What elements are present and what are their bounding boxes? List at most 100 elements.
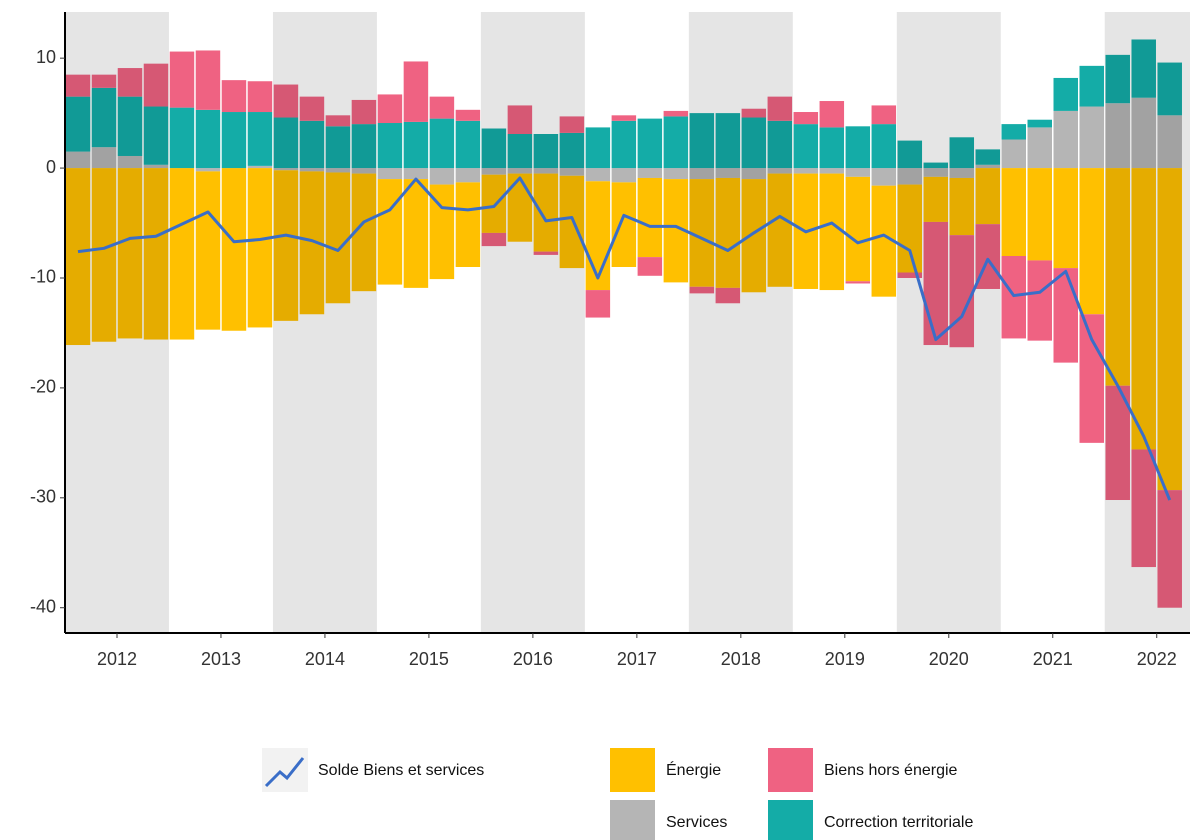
- bar: [143, 168, 169, 340]
- bar: [247, 168, 273, 328]
- bar: [143, 106, 169, 165]
- bar: [1105, 168, 1130, 386]
- year-band: [480, 12, 585, 633]
- legend-swatch: [610, 800, 655, 840]
- bar: [507, 134, 533, 169]
- bar: [611, 115, 637, 121]
- bar: [507, 105, 533, 135]
- bar: [195, 109, 221, 169]
- bar: [689, 179, 715, 287]
- x-tick-label: 2013: [201, 649, 241, 669]
- y-tick-label: -40: [30, 596, 56, 616]
- bar: [481, 232, 507, 247]
- bar: [975, 168, 1001, 225]
- bar: [767, 168, 793, 174]
- bar: [897, 168, 923, 185]
- x-tick-label: 2012: [97, 649, 137, 669]
- bar: [429, 168, 455, 185]
- bar: [1131, 97, 1156, 169]
- bar: [1157, 168, 1182, 491]
- bar: [845, 176, 871, 282]
- legend-label: Énergie: [666, 760, 721, 779]
- bar: [481, 168, 507, 175]
- bar: [1053, 168, 1078, 269]
- x-tick-label: 2016: [513, 649, 553, 669]
- bar: [195, 50, 221, 110]
- bar: [1157, 115, 1182, 169]
- x-tick-label: 2018: [721, 649, 761, 669]
- bar: [325, 168, 351, 173]
- x-tick-label: 2019: [825, 649, 865, 669]
- bar: [637, 177, 663, 258]
- bar: [1079, 314, 1104, 443]
- bar: [221, 80, 247, 113]
- bar: [767, 120, 793, 169]
- bar: [637, 257, 663, 276]
- bar: [65, 151, 91, 169]
- bar: [949, 177, 975, 236]
- bar: [91, 168, 117, 342]
- bar: [403, 121, 429, 169]
- bar: [897, 272, 923, 278]
- bar: [195, 168, 221, 172]
- legend-label: Services: [666, 814, 727, 831]
- bar: [299, 96, 325, 121]
- y-tick-label: -10: [30, 267, 56, 287]
- bar: [559, 168, 585, 176]
- year-band: [896, 12, 1001, 633]
- bar: [247, 165, 273, 169]
- bar: [585, 181, 611, 291]
- legend-swatch: [768, 748, 813, 792]
- bar: [169, 51, 195, 108]
- bar: [741, 108, 767, 118]
- bar: [1105, 54, 1130, 104]
- bar: [299, 120, 325, 169]
- bar: [949, 235, 975, 348]
- bar: [91, 74, 117, 88]
- bar: [481, 128, 507, 169]
- bar: [299, 168, 325, 172]
- bar: [845, 168, 871, 177]
- bar: [455, 168, 481, 183]
- bar: [767, 96, 793, 121]
- bar: [143, 63, 169, 107]
- year-band: [1104, 12, 1190, 633]
- bar: [143, 164, 169, 169]
- bar: [533, 134, 559, 169]
- bar: [169, 168, 195, 340]
- bar: [273, 84, 299, 118]
- bar: [1131, 449, 1156, 568]
- bar: [663, 110, 689, 117]
- legend-key-bg: [262, 748, 308, 792]
- bar: [897, 140, 923, 169]
- bar: [377, 94, 403, 124]
- bar: [715, 177, 741, 288]
- bar: [689, 113, 715, 169]
- bar: [117, 155, 143, 169]
- bar: [819, 127, 845, 169]
- bar: [559, 175, 585, 269]
- legend-swatch: [610, 748, 655, 792]
- bar: [923, 176, 949, 222]
- bar: [1105, 103, 1130, 169]
- bar: [663, 116, 689, 169]
- bar: [403, 61, 429, 122]
- bar: [741, 179, 767, 293]
- bar: [65, 168, 91, 346]
- bar: [819, 101, 845, 128]
- bar: [975, 164, 1001, 169]
- x-tick-label: 2015: [409, 649, 449, 669]
- bar: [715, 113, 741, 169]
- x-tick-label: 2022: [1137, 649, 1177, 669]
- bar: [247, 112, 273, 166]
- bar: [1001, 256, 1027, 339]
- bar: [585, 290, 611, 318]
- bar: [1079, 65, 1104, 107]
- bar: [91, 87, 117, 148]
- bar: [273, 168, 299, 171]
- bar: [377, 179, 403, 285]
- bar: [325, 172, 351, 304]
- x-tick-label: 2017: [617, 649, 657, 669]
- bar: [819, 173, 845, 291]
- bar: [455, 182, 481, 267]
